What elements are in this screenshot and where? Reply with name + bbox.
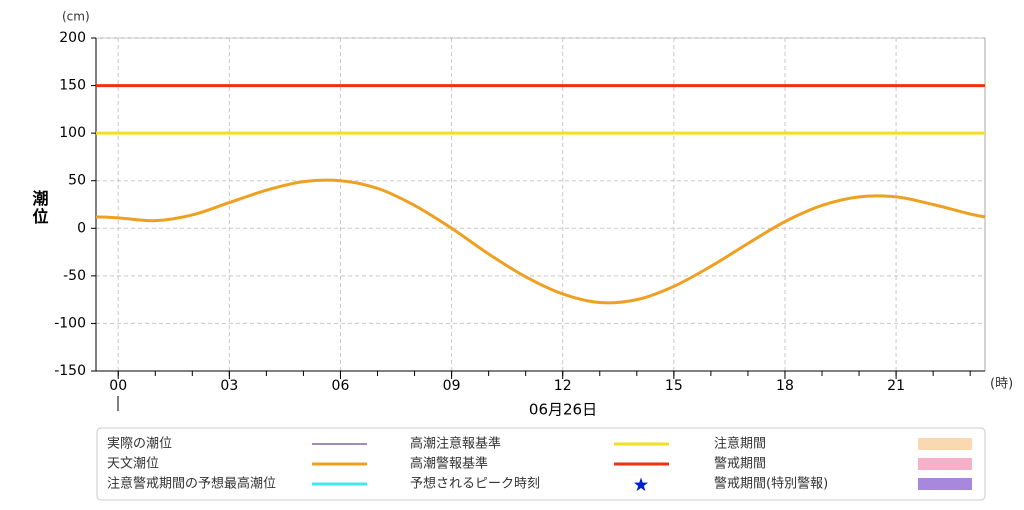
y-tick-label: 100: [59, 125, 86, 141]
x-tick-label: 03: [220, 378, 238, 394]
y-unit: (cm): [62, 10, 90, 24]
tide-line: [95, 178, 986, 305]
legend-label: 天文潮位: [107, 457, 159, 472]
legend-swatch: [918, 478, 972, 490]
date-label: 06月26日: [529, 401, 597, 419]
legend-label: 高潮警報基準: [410, 456, 488, 472]
y-tick-label: -150: [54, 363, 86, 379]
y-tick-label: 50: [68, 173, 86, 189]
legend-label: 警戒期間: [714, 456, 766, 472]
x-unit: (時): [990, 377, 1013, 392]
x-tick-label: 06: [332, 378, 350, 394]
x-tick-label: 12: [554, 378, 572, 394]
plot-area: [95, 37, 986, 372]
x-tick-label: 21: [887, 378, 905, 394]
legend-label: 注意警戒期間の予想最高潮位: [107, 476, 276, 492]
y-tick-label: 200: [59, 30, 86, 46]
legend-label: 警戒期間(特別警報): [714, 476, 828, 492]
y-tick-label: -100: [54, 315, 86, 331]
legend-swatch: [918, 458, 972, 470]
legend-label: 予想されるピーク時刻: [410, 476, 540, 492]
legend-label: 実際の潮位: [107, 436, 172, 452]
legend-label: 高潮注意報基準: [410, 436, 501, 452]
x-tick-label: 15: [665, 378, 683, 394]
legend-box: [96, 427, 986, 501]
y-tick-label: -50: [63, 268, 86, 284]
y-axis-label: 潮位: [30, 189, 49, 226]
legend-swatch: [918, 438, 972, 450]
y-tick-label: 0: [77, 220, 86, 236]
legend-star: [633, 477, 649, 492]
legend-label: 注意期間: [714, 436, 766, 452]
x-tick-label: 09: [443, 378, 461, 394]
x-tick-label: 18: [776, 378, 794, 394]
x-tick-label: 00: [109, 378, 127, 394]
y-tick-label: 150: [59, 78, 86, 94]
